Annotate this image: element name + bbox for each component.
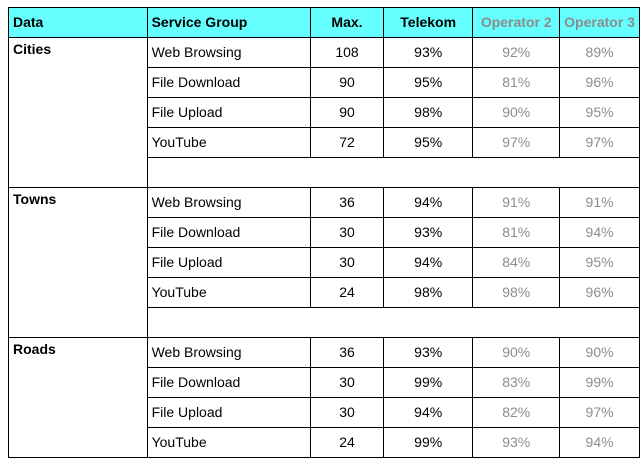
results-table-container: Data Service Group Max. Telekom Operator… — [8, 7, 640, 458]
telekom-cell: 94% — [383, 247, 474, 278]
max-cell: 30 — [309, 217, 385, 248]
header-row: Data Service Group Max. Telekom Operator… — [8, 7, 640, 38]
header-telekom: Telekom — [383, 7, 474, 38]
telekom-cell: 98% — [383, 97, 474, 128]
table-row: File Upload 90 98% 90% 95% — [9, 97, 640, 128]
max-cell: 36 — [309, 187, 385, 218]
service-cell: YouTube — [146, 127, 311, 158]
operator-2-cell: 90% — [472, 97, 561, 128]
table-row: Towns Web Browsing 36 94% 91% 91% — [8, 187, 640, 338]
group-label-cities: Cities — [8, 37, 148, 188]
operator-3-cell: 95% — [559, 247, 640, 278]
operator-2-cell: 91% — [472, 187, 561, 218]
telekom-cell: 95% — [383, 67, 474, 98]
service-cell: YouTube — [146, 427, 311, 458]
telekom-cell: 99% — [383, 367, 474, 398]
service-cell: File Download — [146, 367, 311, 398]
service-cell: File Download — [146, 67, 311, 98]
max-cell: 108 — [309, 37, 385, 68]
header-max: Max. — [309, 7, 385, 38]
max-cell: 30 — [309, 397, 385, 428]
max-cell: 36 — [309, 337, 385, 368]
operator-3-cell: 89% — [559, 37, 640, 68]
operator-3-cell: 96% — [559, 277, 640, 308]
operator-2-cell: 93% — [472, 427, 561, 458]
table-row: File Download 90 95% 81% 96% — [9, 67, 640, 98]
operator-2-cell: 97% — [472, 127, 561, 158]
service-cell: File Download — [146, 217, 311, 248]
table-row: Cities Web Browsing 108 93% 92% 89% — [8, 37, 640, 188]
group-label-towns: Towns — [8, 187, 148, 338]
max-cell: 30 — [309, 367, 385, 398]
operator-3-cell: 94% — [559, 217, 640, 248]
table-row: YouTube 24 98% 98% 96% — [9, 277, 640, 308]
operator-2-cell: 92% — [472, 37, 561, 68]
service-cell: Web Browsing — [146, 187, 311, 218]
operator-2-cell: 84% — [472, 247, 561, 278]
operator-2-cell: 81% — [472, 67, 561, 98]
operator-2-cell: 81% — [472, 217, 561, 248]
operator-2-cell: 98% — [472, 277, 561, 308]
service-cell: YouTube — [146, 277, 311, 308]
operator-3-cell: 94% — [559, 427, 640, 458]
operator-3-cell: 97% — [559, 397, 640, 428]
operator-2-cell: 83% — [472, 367, 561, 398]
header-operator-3: Operator 3 — [559, 7, 640, 38]
max-cell: 90 — [309, 67, 385, 98]
max-cell: 24 — [309, 277, 385, 308]
telekom-cell: 93% — [383, 37, 474, 68]
operator-3-cell: 97% — [559, 127, 640, 158]
service-cell: File Upload — [146, 397, 311, 428]
group-spacer-row — [9, 307, 640, 338]
telekom-cell: 93% — [383, 217, 474, 248]
telekom-cell: 94% — [383, 187, 474, 218]
max-cell: 24 — [309, 427, 385, 458]
results-table: Data Service Group Max. Telekom Operator… — [8, 7, 640, 458]
telekom-cell: 98% — [383, 277, 474, 308]
header-data: Data — [8, 7, 148, 38]
table-row: File Upload 30 94% 82% 97% — [9, 397, 640, 428]
header-service-group: Service Group — [146, 7, 311, 38]
service-cell: Web Browsing — [146, 37, 311, 68]
operator-3-cell: 99% — [559, 367, 640, 398]
service-cell: Web Browsing — [146, 337, 311, 368]
table-row: YouTube 72 95% 97% 97% — [9, 127, 640, 158]
group-label-roads: Roads — [8, 337, 148, 458]
operator-3-cell: 95% — [559, 97, 640, 128]
telekom-cell: 95% — [383, 127, 474, 158]
max-cell: 30 — [309, 247, 385, 278]
spacer-cell — [146, 157, 640, 188]
table-row: Roads Web Browsing 36 93% 90% 90% — [8, 337, 640, 458]
spacer-cell — [146, 307, 640, 338]
service-cell: File Upload — [146, 247, 311, 278]
telekom-cell: 94% — [383, 397, 474, 428]
header-operator-2: Operator 2 — [472, 7, 561, 38]
max-cell: 90 — [309, 97, 385, 128]
telekom-cell: 99% — [383, 427, 474, 458]
table-row: YouTube 24 99% 93% 94% — [9, 427, 640, 458]
max-cell: 72 — [309, 127, 385, 158]
service-cell: File Upload — [146, 97, 311, 128]
operator-3-cell: 96% — [559, 67, 640, 98]
table-row: File Upload 30 94% 84% 95% — [9, 247, 640, 278]
operator-3-cell: 90% — [559, 337, 640, 368]
operator-3-cell: 91% — [559, 187, 640, 218]
telekom-cell: 93% — [383, 337, 474, 368]
operator-2-cell: 90% — [472, 337, 561, 368]
operator-2-cell: 82% — [472, 397, 561, 428]
